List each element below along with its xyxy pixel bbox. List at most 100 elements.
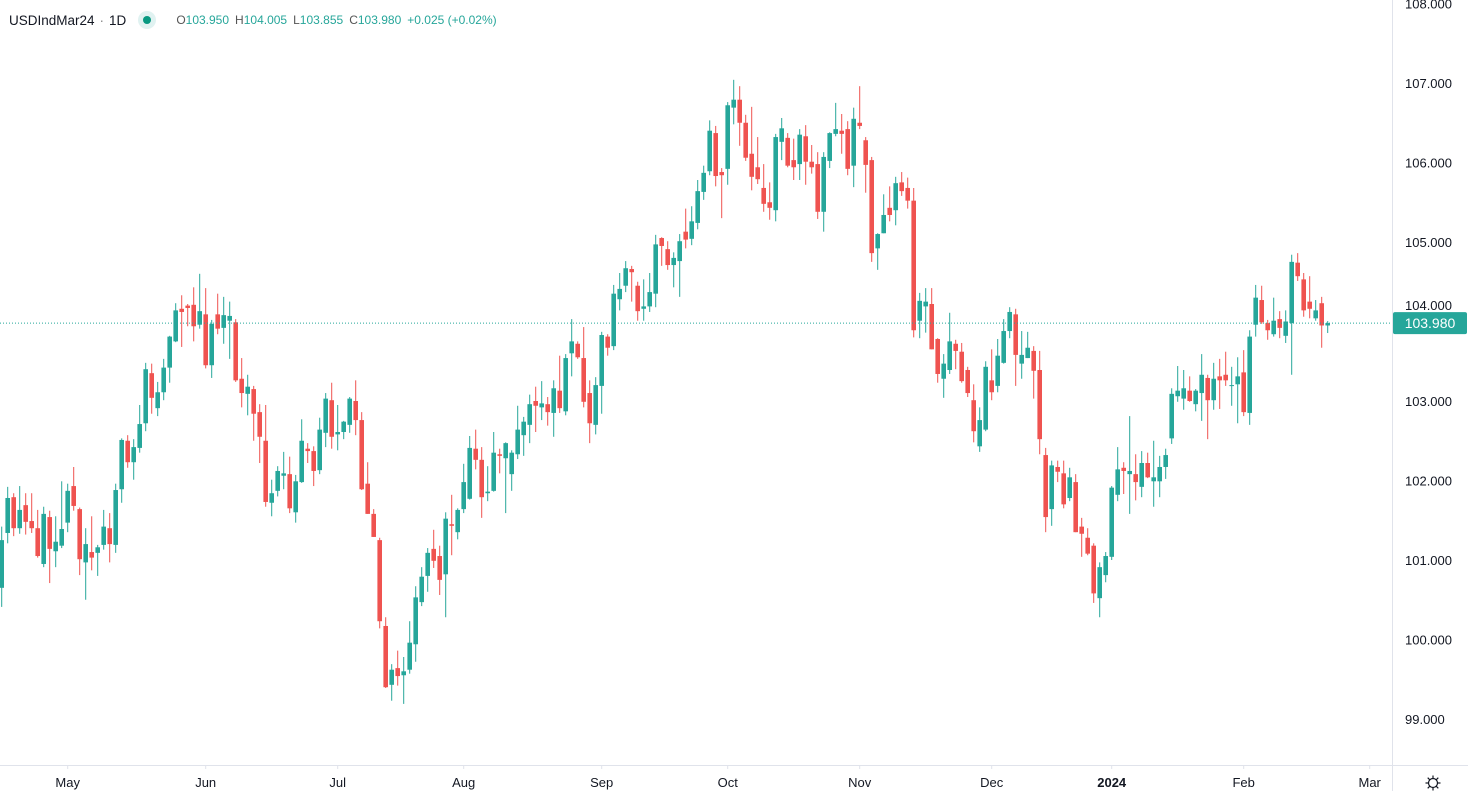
candle-down (575, 341, 580, 359)
candle-up (443, 512, 448, 618)
candle-up (947, 312, 952, 374)
candle-body (323, 398, 328, 433)
candle-body (1103, 556, 1108, 576)
candle-down (359, 412, 364, 491)
candle-up (335, 404, 340, 451)
candle-down (863, 137, 868, 193)
candle-up (1067, 467, 1072, 502)
gear-icon[interactable] (1424, 774, 1442, 792)
candle-body (1001, 331, 1006, 363)
candle-down (1085, 528, 1090, 556)
candle-down (869, 156, 874, 262)
candle-body (521, 421, 526, 436)
candle-body (149, 373, 154, 398)
candle-body (1049, 465, 1054, 510)
candle-body (107, 528, 112, 545)
candle-body (1235, 376, 1240, 385)
candle-up (995, 338, 1000, 393)
candle-body (671, 257, 676, 266)
candle-up (1175, 366, 1180, 402)
candle-body (803, 136, 808, 162)
candle-body (221, 315, 226, 328)
candle-body (191, 304, 196, 327)
candle-body (545, 404, 550, 413)
candle-body (641, 306, 646, 309)
candle-down (1295, 253, 1300, 281)
candle-down (959, 342, 964, 383)
candle-body (47, 517, 52, 549)
candle-down (251, 385, 256, 441)
candle-down (953, 339, 958, 370)
candle-body (335, 432, 340, 435)
candle-up (875, 233, 880, 270)
candle-down (473, 429, 478, 470)
candle-body (1151, 477, 1156, 482)
candle-up (1211, 362, 1216, 410)
candle-body (929, 304, 934, 350)
symbol-name[interactable]: USDIndMar24 (9, 12, 95, 28)
candle-up (1049, 460, 1054, 526)
candle-body (1127, 470, 1132, 475)
candle-body (683, 231, 688, 240)
candle-up (593, 377, 598, 435)
candle-body (1109, 487, 1114, 557)
time-axis[interactable] (0, 765, 1392, 791)
candle-up (407, 621, 412, 674)
candle-down (29, 493, 34, 533)
candle-down (1265, 319, 1270, 340)
candle-body (1175, 390, 1180, 397)
candle-body (59, 528, 64, 546)
symbol-legend: USDIndMar24 · 1D O 103.950 H 104.005 L 103.… (9, 11, 497, 29)
candle-body (767, 202, 772, 208)
candle-down (803, 125, 808, 185)
close-key: C (349, 13, 358, 27)
candle-down (257, 404, 262, 464)
candle-body (275, 470, 280, 491)
candle-body (773, 137, 778, 211)
candle-up (1157, 455, 1162, 498)
candle-body (443, 518, 448, 575)
candle-body (83, 544, 88, 563)
candle-up (1001, 319, 1006, 364)
candle-up (1139, 451, 1144, 498)
candle-body (305, 448, 310, 452)
candle-body (755, 167, 760, 180)
candle-up (509, 450, 514, 491)
candle-body (491, 452, 496, 491)
candle-body (599, 335, 604, 386)
candle-body (383, 625, 388, 688)
candle-body (1133, 474, 1138, 483)
candle-down (191, 287, 196, 342)
candle-body (611, 293, 616, 347)
time-label: Jul (329, 775, 346, 790)
candle-down (845, 121, 850, 176)
candle-body (353, 401, 358, 421)
candle-up (119, 438, 124, 503)
interval[interactable]: 1D (109, 12, 127, 28)
candle-up (491, 432, 496, 492)
price-axis[interactable] (1392, 0, 1468, 765)
candle-up (1235, 357, 1240, 424)
price-tick-label: 107.000 (1405, 76, 1452, 91)
candle-up (1163, 448, 1168, 479)
last-price-badge: 103.980 (1393, 312, 1467, 335)
candle-down (533, 386, 538, 433)
candle-body (731, 99, 736, 108)
candle-down (1301, 273, 1306, 317)
candle-body (617, 288, 622, 300)
candle-body (227, 315, 232, 321)
candle-body (1121, 467, 1126, 471)
candle-body (371, 513, 376, 537)
candle-up (419, 567, 424, 607)
candle-up (1193, 389, 1198, 412)
candle-body (557, 390, 562, 409)
candle-body (821, 156, 826, 212)
candle-down (107, 513, 112, 563)
candle-down (1307, 276, 1312, 319)
candle-up (689, 206, 694, 246)
candle-up (797, 129, 802, 180)
candle-body (203, 314, 208, 366)
candle-body (623, 268, 628, 286)
candle-body (719, 172, 724, 176)
